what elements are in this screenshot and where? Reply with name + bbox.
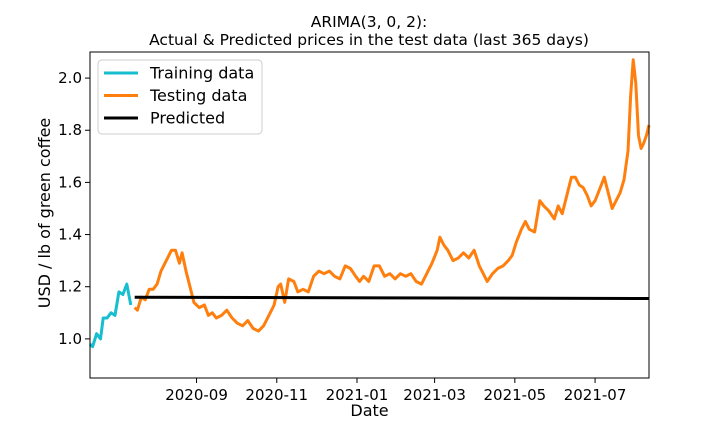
- x-axis-label: Date: [350, 401, 388, 420]
- legend-label: Training data: [149, 64, 254, 83]
- y-tick-label: 1.0: [58, 330, 82, 348]
- chart-title: ARIMA(3, 0, 2):Actual & Predicted prices…: [149, 13, 589, 49]
- series-line-training-data: [88, 282, 133, 349]
- y-tick-label: 1.8: [58, 121, 82, 139]
- y-tick-label: 2.0: [58, 69, 82, 87]
- chart-title-line: Actual & Predicted prices in the test da…: [149, 31, 589, 49]
- axis-ticks: 2020-09 2020-11 2021-01 2021-03 2021-05 2021-…: [58, 69, 626, 404]
- x-tick-label: 2021-03: [403, 386, 466, 404]
- y-tick-label: 1.6: [58, 173, 82, 191]
- legend-label: Predicted: [150, 109, 225, 128]
- y-axis-label: USD / lb of green coffee: [35, 118, 54, 309]
- legend: Training data Testing data Predicted: [97, 59, 263, 135]
- x-tick-label: 2021-01: [326, 386, 389, 404]
- series-line-predicted: [134, 295, 650, 300]
- plot-lines: [88, 58, 651, 349]
- x-tick-label: 2021-07: [564, 386, 627, 404]
- x-tick-label: 2021-05: [483, 386, 546, 404]
- series-line-testing-data: [133, 58, 651, 333]
- legend-label: Testing data: [149, 86, 247, 105]
- x-tick-label: 2020-09: [165, 386, 228, 404]
- plot-frame: [89, 51, 650, 379]
- x-tick-label: 2020-11: [245, 386, 308, 404]
- chart-title-line: ARIMA(3, 0, 2):: [311, 13, 428, 31]
- y-tick-label: 1.4: [58, 226, 82, 244]
- legend-box: [97, 59, 263, 135]
- y-tick-label: 1.2: [58, 278, 82, 296]
